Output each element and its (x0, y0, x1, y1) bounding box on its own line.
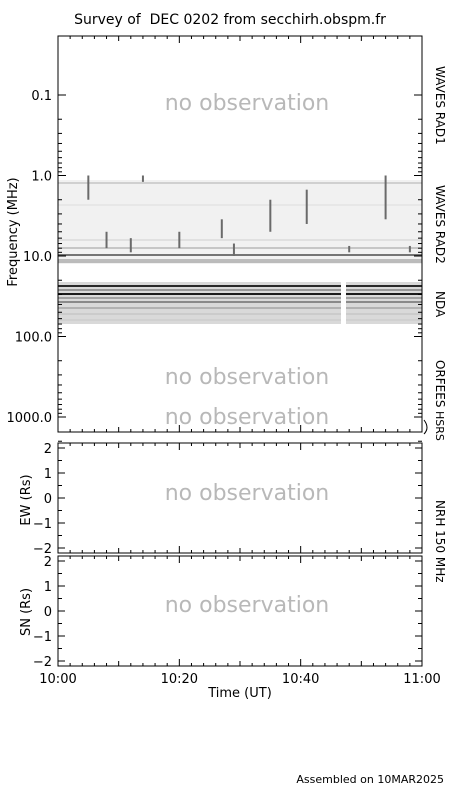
band-label-nda: NDA (433, 291, 447, 318)
rad1-no-observation: no observation (165, 91, 330, 116)
y-tick-label: 2 (44, 442, 52, 457)
y-tick-label: 0 (44, 605, 52, 620)
y-tick-label: −2 (33, 542, 52, 557)
y-tick-label: 0 (44, 492, 52, 507)
ew-no-observation: no observation (165, 481, 330, 506)
freq-tick-label: 1.0 (31, 170, 52, 185)
sn-panel: no observation 2 1 0 −1 −2 10:00 10:20 10:40 11:… (19, 555, 441, 701)
hsrs-no-observation: no observation (165, 405, 330, 430)
ew-ylabel: EW (Rs) (19, 474, 34, 525)
x-axis-label: Time (UT) (207, 686, 272, 701)
band-label-orfees: ORFEES (433, 360, 447, 407)
orfees-no-observation: no observation (165, 365, 330, 390)
band-label-hsrs: HSRS (433, 411, 446, 441)
time-tick-label: 11:00 (403, 672, 440, 687)
sn-ylabel: SN (Rs) (19, 588, 34, 636)
sn-no-observation: no observation (165, 593, 330, 618)
nrh-label: NRH 150 MHz (433, 500, 447, 583)
y-tick-label: −1 (33, 517, 52, 532)
time-tick-label: 10:20 (161, 672, 198, 687)
nda-gap (341, 280, 346, 326)
waves-rad2-band-image (58, 180, 422, 264)
y-tick-label: 1 (44, 467, 52, 482)
y-tick-label: −2 (33, 655, 52, 670)
footer-assembled: Assembled on 10MAR2025 (296, 773, 444, 786)
y-tick-label: 1 (44, 580, 52, 595)
y-tick-label: −1 (33, 630, 52, 645)
freq-tick-label: 1000.0 (7, 411, 53, 426)
nda-band-image (58, 282, 422, 324)
time-tick-label: 10:00 (39, 672, 76, 687)
spectrum-ylabel: Frequency (MHz) (6, 177, 21, 286)
band-label-rad1: WAVES RAD1 (433, 66, 447, 145)
freq-tick-label: 100.0 (15, 331, 52, 346)
time-tick-label: 10:40 (282, 672, 319, 687)
survey-title: Survey of DEC 0202 from secchirh.obspm.f… (74, 12, 386, 28)
spectrum-panel: no observation no observation no observa… (6, 35, 447, 442)
ew-panel: no observation 2 1 0 −1 −2 EW (Rs) (19, 442, 423, 557)
hsrs-bracket (423, 419, 428, 435)
freq-tick-label: 10.0 (23, 250, 52, 265)
freq-tick-label: 0.1 (31, 89, 52, 104)
band-label-rad2: WAVES RAD2 (433, 185, 447, 264)
y-tick-label: 2 (44, 555, 52, 570)
